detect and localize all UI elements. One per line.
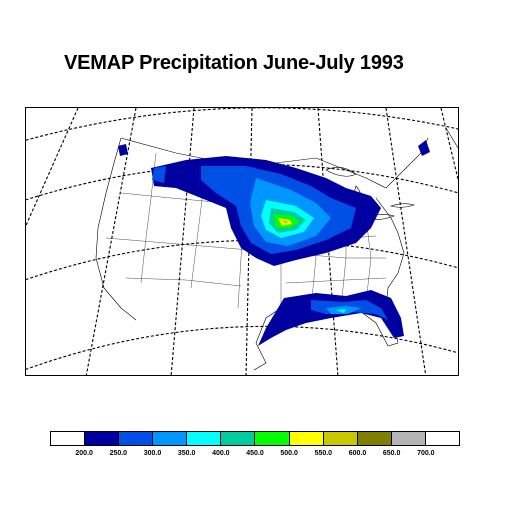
precipitation-map (26, 108, 458, 375)
legend-tick-label: 200.0 (75, 450, 93, 457)
legend-tick-label: 500.0 (280, 450, 298, 457)
legend-tick-label: 650.0 (382, 450, 401, 457)
legend-tick-label: 700.0 (417, 450, 435, 457)
map-panel (25, 107, 459, 376)
legend-tick-label: 300.0 (143, 450, 162, 457)
legend-tick-label: 450.0 (246, 450, 264, 457)
precip-gulf (258, 290, 404, 346)
legend-swatch (255, 432, 290, 445)
legend-tick-label: 550.0 (314, 450, 333, 457)
legend-swatch (391, 432, 426, 445)
legend-tick-labels: 200.0 250.0 300.0 350.0 400.0 450.0 500.… (50, 450, 460, 460)
legend-colorbar (50, 431, 460, 446)
map-title: VEMAP Precipitation June-July 1993 (64, 52, 404, 74)
legend-swatch (153, 432, 188, 445)
legend-swatch (85, 432, 120, 445)
legend-swatch (187, 432, 222, 445)
legend-swatch (51, 432, 86, 445)
legend-swatch (357, 432, 392, 445)
legend-tick-label: 600.0 (348, 450, 367, 457)
legend-swatch (221, 432, 256, 445)
legend-swatch (289, 432, 324, 445)
legend-tick-label: 350.0 (177, 450, 196, 457)
legend-swatch (425, 432, 459, 445)
precip-midwest (118, 140, 430, 266)
legend-swatch (119, 432, 154, 445)
legend-tick-label: 400.0 (212, 450, 230, 457)
legend-swatch (323, 432, 358, 445)
legend-tick-label: 250.0 (109, 450, 128, 457)
